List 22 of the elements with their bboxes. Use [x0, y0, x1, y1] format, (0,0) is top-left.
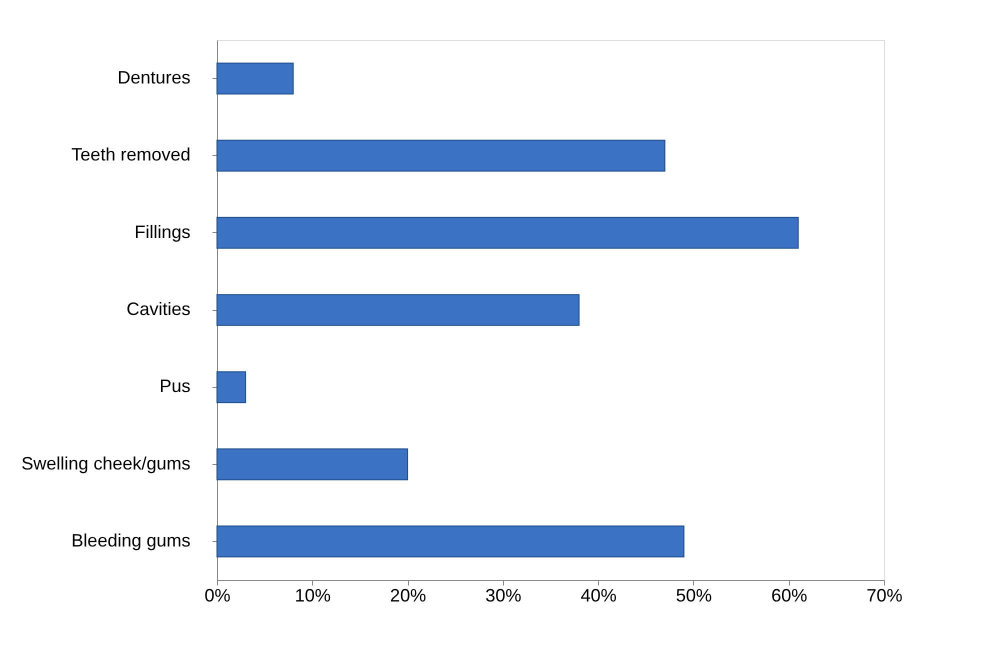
y-tick-label: Bleeding gums [71, 530, 190, 550]
y-tick-label: Dentures [117, 68, 190, 88]
y-tick-label: Pus [159, 376, 190, 396]
x-tick-label: 30% [485, 586, 522, 606]
bar [216, 140, 666, 172]
y-tick-label: Cavities [126, 299, 190, 319]
x-tick-label: 60% [771, 586, 808, 606]
bar [216, 371, 246, 404]
bar [216, 216, 799, 249]
x-tick-label: 50% [676, 586, 712, 606]
bar [216, 448, 408, 480]
x-tick-label: 40% [580, 586, 617, 606]
y-tick-label: Teeth removed [71, 144, 190, 165]
x-tick-label: 20% [390, 586, 426, 606]
y-tick-label: Swelling cheek/gums [21, 453, 190, 474]
y-tick-label: Fillings [134, 222, 190, 242]
bar [216, 526, 684, 558]
x-tick-label: 70% [866, 586, 903, 606]
x-tick-label: 0% [204, 586, 231, 606]
bar [216, 294, 580, 326]
bar [216, 62, 294, 94]
x-tick-label: 10% [294, 586, 331, 606]
